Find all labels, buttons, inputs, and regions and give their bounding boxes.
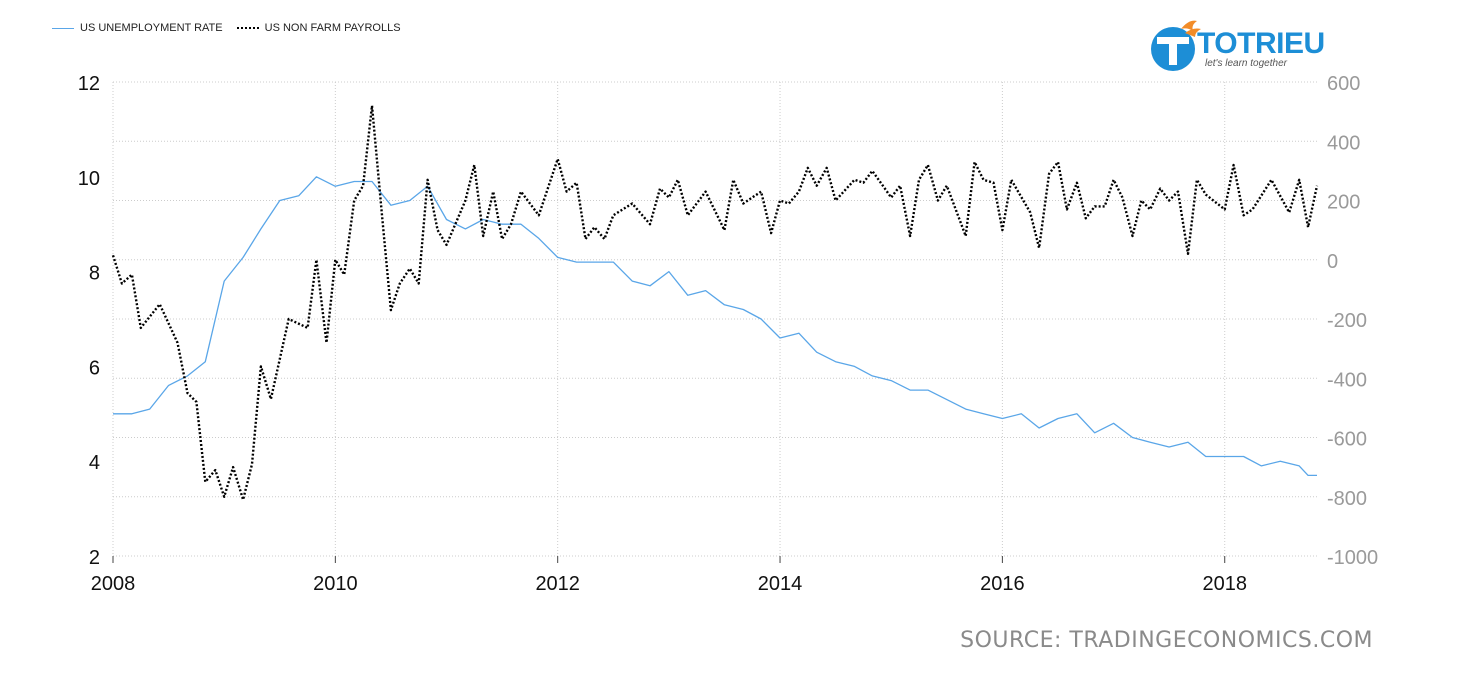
right-tick-label: -1000	[1327, 547, 1378, 569]
x-tick-label: 2012	[535, 573, 580, 595]
left-tick-label: 10	[78, 168, 100, 190]
left-axis: 2 4 6 8 10 12	[78, 73, 100, 569]
right-tick-label: 400	[1327, 132, 1360, 154]
right-tick-label: -200	[1327, 310, 1367, 332]
logo-wordmark: TOTRIEU	[1197, 27, 1325, 60]
legend-item-unemployment[interactable]: US UNEMPLOYMENT RATE	[52, 22, 223, 34]
x-tick-label: 2010	[313, 573, 358, 595]
x-tick-label: 2018	[1202, 573, 1247, 595]
right-tick-label: 200	[1327, 192, 1360, 214]
x-tick-label: 2014	[758, 573, 803, 595]
chart-legend: US UNEMPLOYMENT RATE US NON FARM PAYROLL…	[52, 22, 401, 34]
legend-label-unemployment: US UNEMPLOYMENT RATE	[80, 22, 223, 34]
right-tick-label: -400	[1327, 369, 1367, 391]
right-tick-label: -800	[1327, 488, 1367, 510]
right-tick-label: -600	[1327, 429, 1367, 451]
legend-item-payrolls[interactable]: US NON FARM PAYROLLS	[236, 22, 401, 34]
right-tick-label: 0	[1327, 251, 1338, 273]
legend-label-payrolls: US NON FARM PAYROLLS	[264, 22, 401, 34]
x-tick-label: 2008	[91, 573, 136, 595]
grid-lines	[112, 81, 1317, 557]
x-tick-label: 2016	[980, 573, 1025, 595]
legend-swatch-solid	[52, 27, 74, 29]
left-tick-label: 2	[89, 547, 100, 569]
right-tick-label: 600	[1327, 73, 1360, 95]
source-credit: SOURCE: TRADINGECONOMICS.COM	[960, 628, 1373, 653]
right-axis: 600 400 200 0 -200 -400 -600 -800 -1000	[1327, 73, 1378, 569]
logo-tagline: let's learn together	[1205, 58, 1287, 69]
unemployment-line	[113, 176, 1317, 477]
x-axis: 2008 2010 2012 2014 2016 2018	[91, 556, 1247, 595]
left-tick-label: 6	[89, 357, 100, 379]
totrieu-logo: TOTRIEU let's learn together	[1145, 15, 1325, 75]
logo-t-icon	[1151, 20, 1201, 71]
payrolls-line	[111, 104, 1319, 501]
left-tick-label: 4	[89, 452, 100, 474]
legend-swatch-dotted	[236, 27, 259, 29]
series-lines	[111, 104, 1319, 501]
left-tick-label: 8	[89, 263, 100, 285]
left-tick-label: 12	[78, 73, 100, 95]
